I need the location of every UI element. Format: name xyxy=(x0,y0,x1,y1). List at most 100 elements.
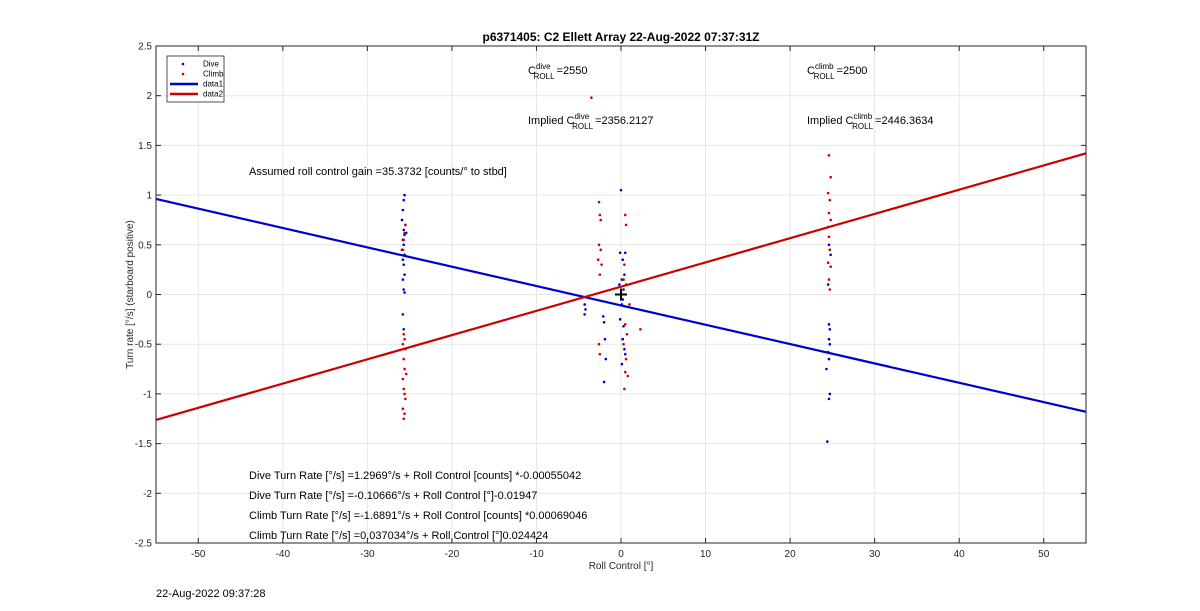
data-point-climb xyxy=(404,397,407,401)
c-roll-dive-prefix: C xyxy=(528,65,536,77)
data-point-climb xyxy=(624,223,628,227)
y-tick-label: 2.5 xyxy=(138,42,152,53)
data-point-climb xyxy=(626,374,630,378)
data-point-climb xyxy=(403,412,406,416)
data-point-climb xyxy=(624,357,628,361)
x-tick-label: -20 xyxy=(445,549,460,560)
equation-climb-degrees: Climb Turn Rate [°/s] =0.037034°/s + Rol… xyxy=(249,530,548,542)
data-point-climb xyxy=(829,175,832,179)
data-point-dive xyxy=(828,392,832,396)
data-point-dive xyxy=(829,253,832,257)
c-roll-climb-sub: ROLL xyxy=(814,72,835,81)
c-roll-climb-prefix: C xyxy=(807,65,815,77)
data-point-climb xyxy=(402,387,406,391)
data-point-climb xyxy=(827,278,831,281)
data-point-climb xyxy=(402,357,406,361)
data-point-climb xyxy=(401,248,405,252)
data-point-climb xyxy=(827,235,831,239)
y-tick-label: -2 xyxy=(143,489,152,500)
legend-data1-label: data1 xyxy=(203,80,224,89)
data-point-climb xyxy=(402,238,406,242)
data-point-dive xyxy=(620,362,624,366)
c-roll-dive-value: =2550 xyxy=(557,65,588,77)
data-point-dive xyxy=(402,198,406,202)
data-point-dive xyxy=(583,303,586,306)
implied-dive-prefix: Implied C xyxy=(528,115,575,127)
data-point-dive xyxy=(620,303,624,306)
chart-title: p6371405: C2 Ellett Array 22-Aug-2022 07… xyxy=(482,30,759,44)
data-point-dive xyxy=(401,278,405,281)
data-point-dive xyxy=(827,357,831,361)
data-point-climb xyxy=(596,258,600,262)
data-point-dive xyxy=(584,308,587,311)
y-tick-label: 0 xyxy=(146,290,152,301)
data-point-climb xyxy=(623,323,627,326)
roll-gain-annotation: Assumed roll control gain =35.3732 [coun… xyxy=(249,166,507,178)
data-point-dive xyxy=(619,188,623,192)
implied-dive-value: =2356.2127 xyxy=(595,115,653,127)
c-roll-climb-value: =2500 xyxy=(837,65,868,77)
data-point-climb xyxy=(403,231,406,235)
figure-timestamp: 22-Aug-2022 09:37:28 xyxy=(156,588,266,600)
data-point-climb xyxy=(597,200,601,204)
legend-climb-label: Climb xyxy=(203,70,224,79)
data-point-dive xyxy=(623,273,626,276)
data-point-dive xyxy=(827,397,831,401)
y-tick-label: 1.5 xyxy=(138,141,152,152)
data-point-dive xyxy=(621,337,624,341)
data-point-climb xyxy=(402,417,406,421)
data-point-dive xyxy=(403,253,406,257)
data-point-climb xyxy=(623,387,626,391)
data-point-dive xyxy=(601,315,605,318)
data-point-climb xyxy=(624,283,628,286)
data-point-dive xyxy=(604,357,608,361)
data-point-dive xyxy=(827,243,831,247)
data-point-dive xyxy=(618,318,622,321)
data-point-dive xyxy=(623,251,627,255)
c-roll-climb-sup: climb xyxy=(815,62,834,71)
data-point-dive xyxy=(603,337,607,341)
data-point-dive xyxy=(827,323,831,326)
data-point-dive xyxy=(402,263,406,266)
data-point-dive xyxy=(403,291,406,294)
data-point-climb xyxy=(403,337,406,341)
implied-climb-value: =2446.3634 xyxy=(875,115,933,127)
equation-dive-degrees: Dive Turn Rate [°/s] =-0.10666°/s + Roll… xyxy=(249,490,537,502)
x-tick-label: -30 xyxy=(360,549,375,560)
c-roll-dive-sub: ROLL xyxy=(534,72,555,81)
data-point-dive xyxy=(602,321,606,324)
data-point-dive xyxy=(602,380,606,384)
data-point-dive xyxy=(583,313,586,316)
data-point-climb xyxy=(402,332,406,336)
y-tick-label: -2.5 xyxy=(135,539,153,550)
x-tick-label: -40 xyxy=(276,549,291,560)
data-point-climb xyxy=(599,248,603,252)
data-point-dive xyxy=(622,288,625,291)
data-point-climb xyxy=(828,248,832,252)
equation-dive-counts: Dive Turn Rate [°/s] =1.2969°/s + Roll C… xyxy=(249,470,581,482)
data-point-dive xyxy=(827,337,831,341)
y-tick-label: -0.5 xyxy=(135,340,153,351)
data-point-climb xyxy=(599,218,603,222)
implied-c-roll-climb-annotation: Implied Cclimb ROLL =2446.3634 xyxy=(807,112,933,131)
x-tick-label: 0 xyxy=(618,549,624,560)
equation-climb-counts: Climb Turn Rate [°/s] =-1.6891°/s + Roll… xyxy=(249,510,587,522)
legend-data2-label: data2 xyxy=(203,90,224,99)
data-point-climb xyxy=(597,243,601,247)
data-point-climb xyxy=(598,213,602,217)
legend-dive-label: Dive xyxy=(203,60,220,69)
c-roll-dive-sup: dive xyxy=(536,62,551,71)
x-tick-label: 50 xyxy=(1038,549,1050,560)
y-tick-label: -1.5 xyxy=(135,439,153,450)
x-tick-label: -10 xyxy=(529,549,544,560)
data-point-climb xyxy=(404,372,408,376)
data-point-climb xyxy=(827,154,831,157)
fit-line-data2 xyxy=(155,152,1087,422)
implied-dive-sup: dive xyxy=(574,112,589,121)
data-point-dive xyxy=(402,288,406,291)
y-tick-label: 2 xyxy=(146,91,152,102)
data-point-climb xyxy=(826,191,830,195)
data-point-dive xyxy=(825,440,829,443)
legend: Dive Climb data1 data2 xyxy=(166,55,225,103)
